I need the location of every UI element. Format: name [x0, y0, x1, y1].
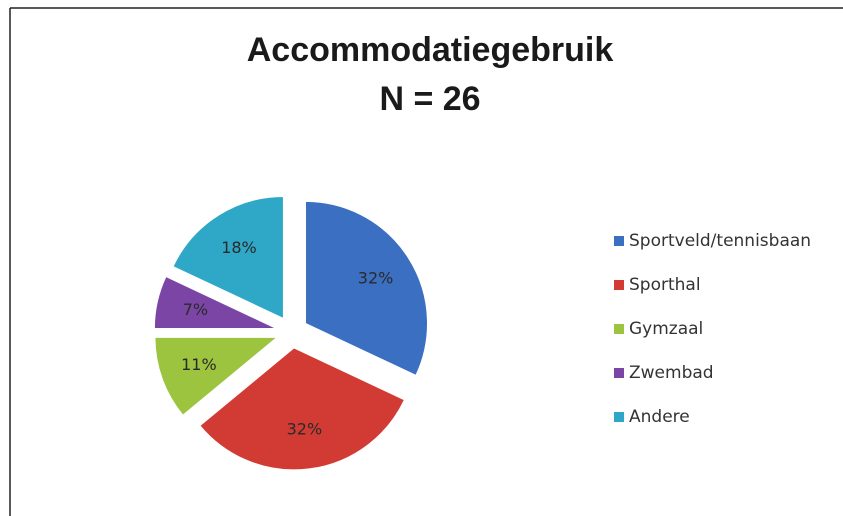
pie-slice — [199, 347, 406, 471]
legend-swatch — [614, 324, 624, 334]
legend-label: Sporthal — [629, 275, 701, 295]
pie-slice — [305, 200, 429, 377]
slice-label: 18% — [221, 238, 257, 257]
legend-label: Zwembad — [629, 363, 714, 383]
legend-label: Andere — [629, 407, 690, 427]
slice-label: 32% — [358, 268, 394, 287]
legend-label: Gymzaal — [629, 319, 703, 339]
legend-swatch — [614, 236, 624, 246]
slice-label: 11% — [181, 355, 217, 374]
slice-label: 7% — [183, 300, 208, 319]
slice-label: 32% — [287, 420, 323, 439]
legend-swatch — [614, 368, 624, 378]
legend-swatch — [614, 412, 624, 422]
legend-swatch — [614, 280, 624, 290]
legend-label: Sportveld/tennisbaan — [629, 231, 811, 251]
pie-slice — [172, 195, 284, 320]
chart-subtitle: N = 26 — [379, 80, 480, 118]
pie-slice — [154, 336, 279, 416]
pie-slice — [153, 275, 277, 330]
chart-title: Accommodatiegebruik — [247, 31, 614, 69]
